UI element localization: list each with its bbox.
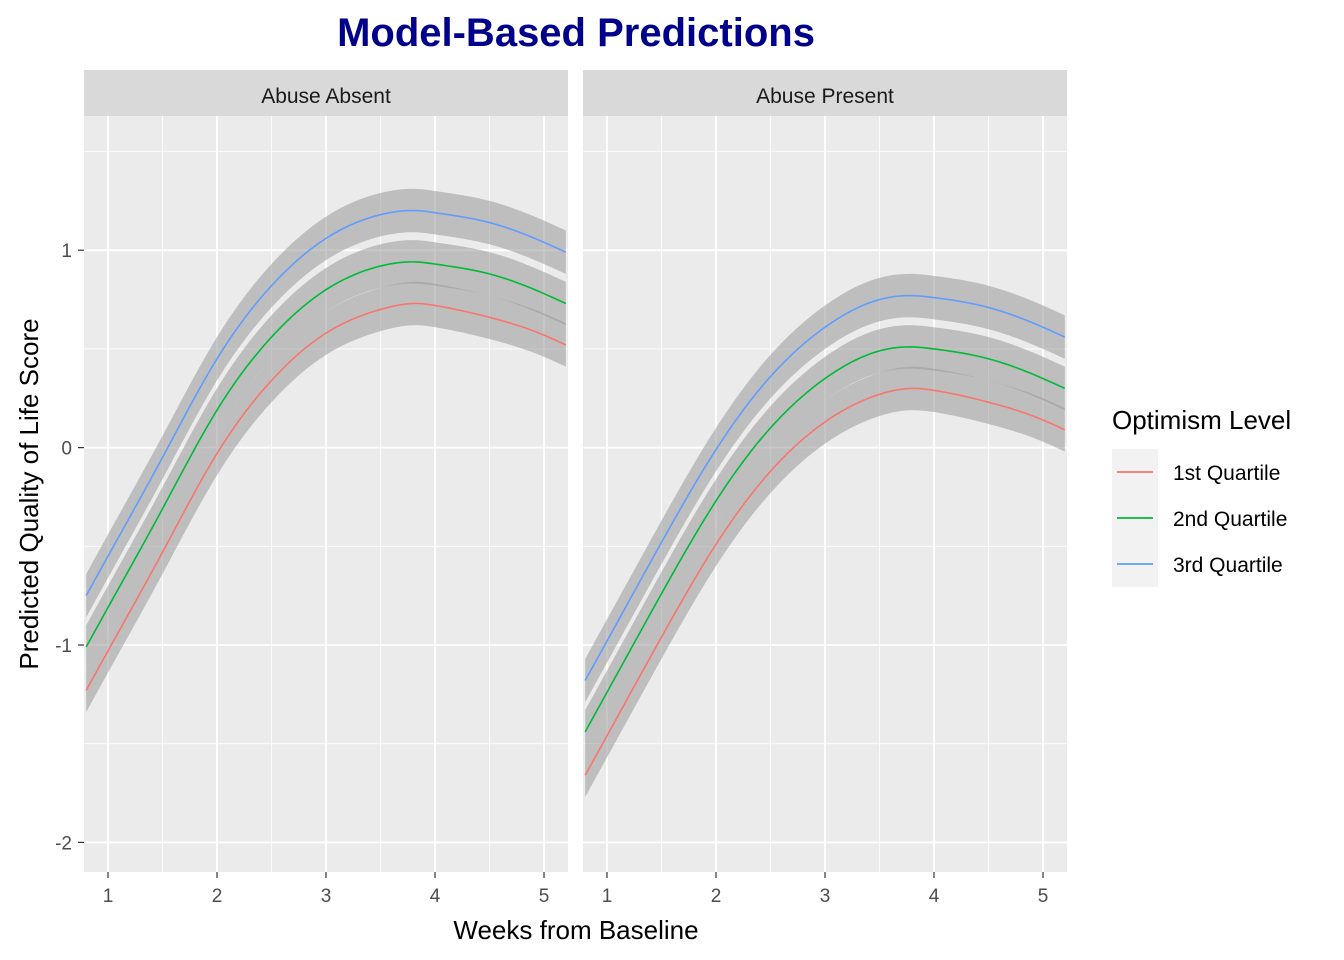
legend-entry: 2nd Quartile xyxy=(1112,495,1287,541)
x-tick-label: 1 xyxy=(602,886,613,907)
legend: Optimism Level 1st Quartile 2nd Quartile 3… xyxy=(1112,405,1291,587)
series-line xyxy=(85,261,567,648)
x-tick-label: 5 xyxy=(1038,886,1049,907)
y-tick-label: 0 xyxy=(61,439,72,460)
panels: Abuse Absent 1 2 3 4 5 -2 -1 0 1 Abuse Present 1 2 3 4… xyxy=(55,70,1067,907)
panel-1: Abuse Absent 1 2 3 4 5 -2 -1 0 1 xyxy=(55,70,568,907)
y-tick-label: -1 xyxy=(55,636,72,657)
legend-title: Optimism Level xyxy=(1112,405,1291,435)
facet-strip xyxy=(583,70,1067,116)
y-tick-label: 1 xyxy=(61,241,72,262)
legend-label: 1st Quartile xyxy=(1173,462,1280,485)
series-line xyxy=(85,209,567,597)
series-line xyxy=(584,387,1066,776)
y-axis-title: Predicted Quality of Life Score xyxy=(14,318,44,669)
legend-entry: 1st Quartile xyxy=(1112,449,1280,495)
x-tick-label: 2 xyxy=(711,886,722,907)
x-axis-title: Weeks from Baseline xyxy=(453,915,698,945)
x-tick-label: 4 xyxy=(929,886,940,907)
panel-2: Abuse Present 1 2 3 4 5 xyxy=(583,70,1067,907)
chart-title: Model-Based Predictions xyxy=(337,11,815,55)
x-tick-label: 1 xyxy=(103,886,114,907)
legend-entry: 3rd Quartile xyxy=(1112,541,1283,587)
legend-label: 3rd Quartile xyxy=(1173,554,1283,577)
legend-label: 2nd Quartile xyxy=(1173,508,1287,531)
y-tick-label: -2 xyxy=(55,833,72,854)
x-tick-label: 2 xyxy=(212,886,223,907)
series-line xyxy=(584,294,1066,681)
series-line xyxy=(584,346,1066,733)
x-tick-label: 5 xyxy=(539,886,550,907)
series-line xyxy=(85,302,567,691)
x-tick-label: 3 xyxy=(321,886,332,907)
facet-strip xyxy=(84,70,568,116)
facet-strip-label: Abuse Present xyxy=(756,85,894,108)
x-tick-label: 4 xyxy=(430,886,441,907)
facet-strip-label: Abuse Absent xyxy=(261,85,391,108)
x-tick-label: 3 xyxy=(820,886,831,907)
